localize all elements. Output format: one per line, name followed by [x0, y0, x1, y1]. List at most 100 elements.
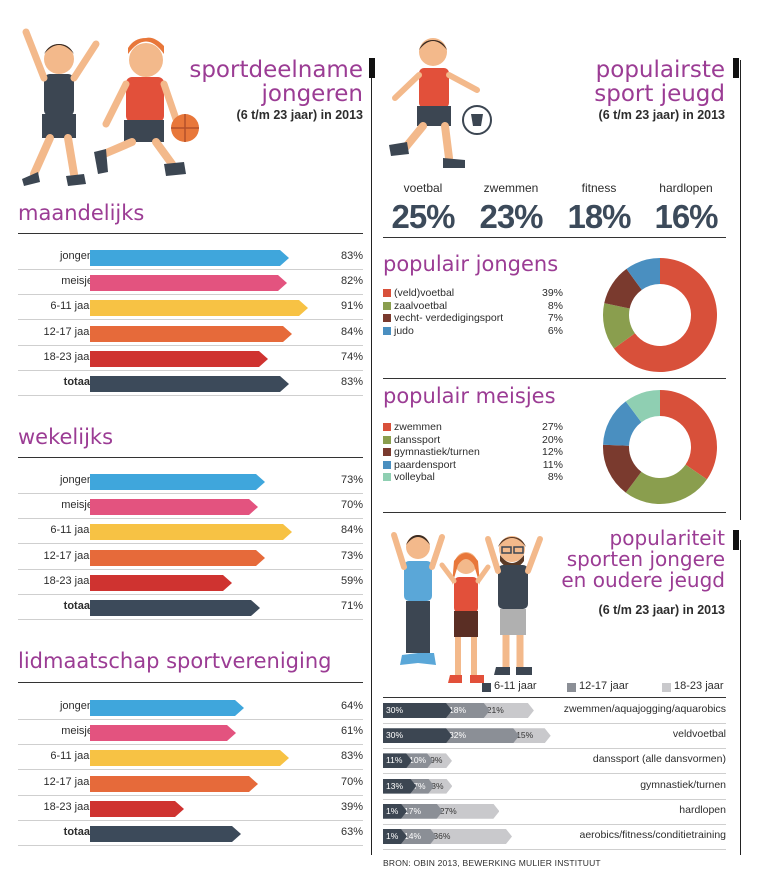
legend-item: gymnastiek/turnen 12% [383, 446, 563, 458]
stat-value: 25% [391, 198, 455, 235]
bar-row: jongen 83% [18, 245, 363, 270]
age-title-line1: populariteit [609, 526, 725, 550]
age-segment: 1% [383, 804, 407, 819]
age-row-label: hardlopen [679, 803, 726, 816]
bar-tip [282, 524, 292, 541]
donut-slice [660, 390, 717, 480]
legend-swatch [383, 423, 391, 431]
bar [90, 376, 290, 392]
bar-body [90, 826, 233, 842]
age-segment: 11% [383, 753, 412, 768]
age-legend-swatch [482, 683, 491, 692]
legend-value: 8% [547, 299, 563, 312]
legend-value: 20% [541, 433, 563, 446]
bar-body [90, 499, 249, 516]
bar [90, 750, 290, 767]
bar-label: 18-23 jaar [43, 800, 93, 813]
boys-donut-chart [603, 258, 717, 372]
bar-tip [256, 474, 266, 490]
age-segment: 9% [427, 753, 452, 768]
legend-swatch [383, 314, 391, 323]
bar-label: 6-11 jaar [50, 524, 93, 537]
age-segment: 3% [428, 779, 452, 794]
bar-value: 83% [340, 250, 363, 262]
bar-value: 84% [340, 325, 363, 338]
bar-body [90, 376, 281, 392]
age-segment: 27% [437, 804, 500, 819]
bar-value: 64% [340, 700, 363, 712]
bar [90, 474, 266, 490]
bar [90, 549, 266, 566]
legend-label: (veld)voetbal [394, 287, 455, 299]
bar-label: 18-23 jaar [43, 350, 93, 363]
age-row: 11% 10% 9% danssport (alle dansvormen) [383, 749, 726, 775]
donut-slice [603, 444, 642, 493]
section-rule [383, 237, 726, 238]
bar-label: 12-17 jaar [43, 325, 93, 338]
age-row: 1% 14% 36% aerobics/fitness/conditietrainin… [383, 825, 726, 850]
bar [90, 350, 268, 367]
age-legend-label: 6-11 jaar [494, 680, 537, 692]
bar-label: meisje [61, 499, 93, 512]
age-row: 30% 32% 15% veldvoetbal [383, 724, 726, 750]
bar-body [90, 250, 281, 266]
legend-item: (veld)voetbal 39% [383, 287, 563, 299]
donut-slice [625, 390, 660, 423]
donut-slice [604, 268, 642, 309]
section-title-wekelijks: wekelijks [18, 425, 114, 449]
bar-row: 18-23 jaar 39% [18, 796, 363, 821]
section-rule [18, 457, 363, 458]
bar [90, 775, 258, 792]
bar-label: totaal [63, 600, 93, 612]
age-row: 30% 18% 21% zwemmen/aquajogging/aquarobics [383, 699, 726, 724]
age-title-line3: en oudere jeugd [561, 568, 725, 592]
bar-row: 12-17 jaar 84% [18, 321, 363, 346]
section-rule [383, 697, 726, 698]
age-segment: 17% [401, 804, 443, 819]
legend-item: paardensport 11% [383, 459, 563, 471]
bar-value: 83% [340, 376, 363, 388]
bar [90, 725, 237, 742]
age-legend-label: 12-17 jaar [579, 680, 629, 692]
age-segment: 32% [446, 728, 519, 743]
bar-row: totaal 71% [18, 595, 363, 620]
age-segment: 14% [401, 829, 436, 844]
bar-value: 74% [340, 350, 363, 363]
left-title-line1: sportdeelname [189, 57, 363, 83]
bar [90, 300, 309, 317]
legend-swatch [383, 460, 391, 469]
right-edge-rule-2 [740, 540, 741, 855]
age-legend-label: 18-23 jaar [674, 680, 724, 692]
bar-value: 84% [340, 524, 363, 537]
legend-label: vecht- verdedigingsport [394, 312, 504, 325]
bar [90, 499, 258, 516]
bar-body [90, 275, 278, 292]
age-segment: 21% [484, 703, 534, 718]
bar-value: 70% [340, 499, 363, 512]
bar-row: totaal 63% [18, 821, 363, 846]
bar-row: meisje 82% [18, 270, 363, 296]
stat-label: zwemmen [483, 181, 539, 195]
bar-body [90, 325, 283, 342]
bar-body [90, 700, 235, 716]
age-legend-swatch [662, 683, 671, 692]
legend-value: 8% [547, 471, 563, 484]
age-row-label: zwemmen/aquajogging/aquarobics [563, 703, 726, 715]
soccer-player-illustration [389, 38, 492, 168]
bar-body [90, 600, 252, 616]
bar-label: meisje [61, 725, 93, 738]
bar-tip [258, 350, 268, 367]
section-rule [383, 512, 726, 513]
legend-value: 7% [547, 312, 563, 325]
bar-label: totaal [63, 826, 93, 838]
girls-donut-chart [603, 390, 717, 504]
bar-body [90, 300, 300, 317]
bar-label: jongen [59, 474, 93, 486]
bar [90, 275, 287, 292]
age-row-label: aerobics/fitness/conditietraining [579, 829, 727, 841]
bar-tip [174, 800, 184, 817]
bar-value: 83% [340, 750, 363, 763]
legend-label: danssport [394, 433, 441, 446]
age-legend-swatch [567, 683, 576, 692]
bar-tip [277, 275, 287, 292]
